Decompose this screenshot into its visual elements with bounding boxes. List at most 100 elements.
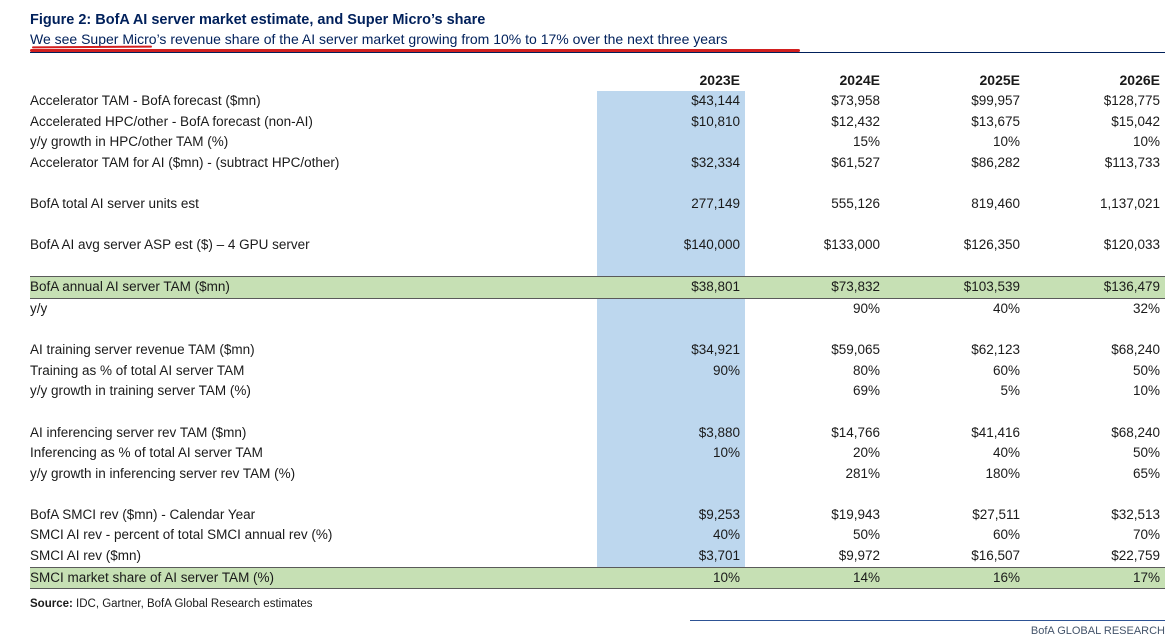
cell-2023e: 10% [712, 569, 740, 585]
cell-2023e: $43,144 [597, 91, 745, 112]
cell-2024e: 20% [852, 445, 880, 461]
row-label: AI training server revenue TAM ($mn) [30, 342, 255, 358]
cell-2024e: $73,958 [831, 93, 880, 108]
cell-2025e: $103,539 [963, 279, 1020, 295]
cell-2025e: 180% [985, 465, 1020, 481]
table-row: Inferencing as % of total AI server TAM … [30, 443, 1165, 464]
row-label: SMCI AI rev - percent of total SMCI annu… [30, 527, 333, 543]
row-label: SMCI market share of AI server TAM (%) [30, 569, 275, 585]
row-label: y/y [30, 300, 48, 316]
row-label: BofA SMCI rev ($mn) - Calendar Year [30, 506, 256, 522]
cell-2024e: $73,832 [831, 279, 880, 295]
row-label: Accelerator TAM for AI ($mn) - (subtract… [30, 154, 340, 170]
cell-2026e: 10% [1132, 383, 1160, 399]
cell-2026e: $22,759 [1111, 548, 1160, 564]
cell-2025e: 16% [992, 569, 1020, 585]
cell-2025e: 5% [1000, 383, 1020, 399]
table-row: BofA total AI server units est 277,149 5… [30, 193, 1165, 215]
cell-2023e: 90% [597, 360, 745, 382]
cell-2025e: 60% [992, 362, 1020, 378]
cell-2024e: 555,126 [831, 195, 880, 211]
cell-2025e: $126,350 [963, 237, 1020, 253]
figure-subtitle: We see Super Micro’s revenue share of th… [30, 31, 728, 47]
cell-2024e: $9,972 [838, 548, 880, 564]
cell-2023e: 10% [597, 443, 745, 464]
cell-2023e: $9,253 [597, 504, 745, 526]
cell-2024e: $133,000 [823, 237, 880, 253]
figure-subtitle-block: We see Super Micro’s revenue share of th… [30, 31, 1165, 53]
row-label: Inferencing as % of total AI server TAM [30, 445, 263, 461]
cell-2025e: $41,416 [971, 424, 1020, 440]
cell-2024e: 281% [845, 465, 880, 481]
cell-2026e: $68,240 [1111, 424, 1160, 440]
cell-2026e: 32% [1132, 300, 1160, 316]
cell-2025e: 60% [992, 527, 1020, 543]
row-label: y/y growth in inferencing server rev TAM… [30, 465, 296, 481]
red-annotation-underline [30, 49, 800, 52]
table-row-highlight: SMCI market share of AI server TAM (%) 1… [30, 566, 1165, 590]
cell-2024e: 14% [852, 569, 880, 585]
cell-2025e: $62,123 [971, 342, 1020, 358]
cell-2023e [597, 298, 745, 320]
cell-2025e: $86,282 [971, 154, 1020, 170]
source-text: IDC, Gartner, BofA Global Research estim… [72, 598, 313, 611]
cell-2023e: $140,000 [597, 235, 745, 256]
spacer-row [30, 214, 1165, 236]
cell-2026e: 70% [1132, 527, 1160, 543]
cell-2026e: 50% [1132, 362, 1160, 378]
cell-2025e: $27,511 [972, 506, 1020, 522]
cell-2023e [597, 132, 745, 153]
cell-2024e: $59,065 [831, 342, 880, 358]
table-row: Accelerator TAM - BofA forecast ($mn) $4… [30, 91, 1165, 112]
table-row: y/y 90% 40% 32% [30, 298, 1165, 320]
cell-2026e: $120,033 [1103, 237, 1160, 253]
table-row: y/y growth in training server TAM (%) 69… [30, 381, 1165, 402]
cell-2023e: 277,149 [597, 193, 745, 215]
cell-2026e: $32,513 [1111, 506, 1160, 522]
cell-2025e: $99,957 [971, 93, 1020, 108]
column-header-2023e: 2023E [699, 72, 740, 88]
cell-2026e: $15,042 [1111, 113, 1160, 129]
cell-2024e: 15% [852, 134, 880, 150]
cell-2026e: 17% [1132, 569, 1160, 585]
cell-2023e: $3,880 [597, 422, 745, 444]
spacer-row [30, 255, 1165, 277]
cell-2026e: $128,775 [1103, 93, 1160, 108]
row-label: Accelerated HPC/other - BofA forecast (n… [30, 113, 313, 129]
cell-2025e: 819,460 [971, 195, 1020, 211]
row-label: Accelerator TAM - BofA forecast ($mn) [30, 93, 261, 108]
cell-2023e: $3,701 [597, 546, 745, 567]
cell-2026e: $136,479 [1103, 279, 1160, 295]
cell-2024e: $61,527 [831, 154, 880, 170]
table-row: AI training server revenue TAM ($mn) $34… [30, 340, 1165, 361]
row-label: Training as % of total AI server TAM [30, 362, 245, 378]
cell-2026e: $113,733 [1104, 154, 1160, 170]
cell-2023e: $10,810 [597, 111, 745, 133]
cell-2025e: 40% [992, 445, 1020, 461]
cell-2026e: 65% [1132, 465, 1160, 481]
row-label: AI inferencing server rev TAM ($mn) [30, 424, 247, 440]
table-row: BofA AI avg server ASP est ($) – 4 GPU s… [30, 235, 1165, 256]
cell-2025e: $16,507 [971, 548, 1020, 564]
spacer-row [30, 401, 1165, 423]
table-row: Accelerated HPC/other - BofA forecast (n… [30, 111, 1165, 133]
cell-2023e [597, 381, 745, 402]
cell-2024e: $19,943 [831, 506, 880, 522]
cell-2023e: $32,334 [597, 152, 745, 174]
row-label: BofA total AI server units est [30, 195, 199, 211]
row-label: SMCI AI rev ($mn) [30, 548, 142, 564]
cell-2023e [597, 463, 745, 485]
cell-2024e: 90% [852, 300, 880, 316]
cell-2024e: $14,766 [831, 424, 880, 440]
table-row: Accelerator TAM for AI ($mn) - (subtract… [30, 152, 1165, 174]
cell-2023e: $38,801 [691, 279, 740, 295]
table-row: Training as % of total AI server TAM 90%… [30, 360, 1165, 382]
cell-2025e: 40% [992, 300, 1020, 316]
cell-2026e: 10% [1132, 134, 1160, 150]
cell-2026e: $68,240 [1111, 342, 1160, 358]
cell-2023e: $34,921 [597, 340, 745, 361]
spacer-row [30, 484, 1165, 505]
table-row: SMCI AI rev ($mn) $3,701 $9,972 $16,507 … [30, 546, 1165, 567]
spacer-row [30, 173, 1165, 194]
